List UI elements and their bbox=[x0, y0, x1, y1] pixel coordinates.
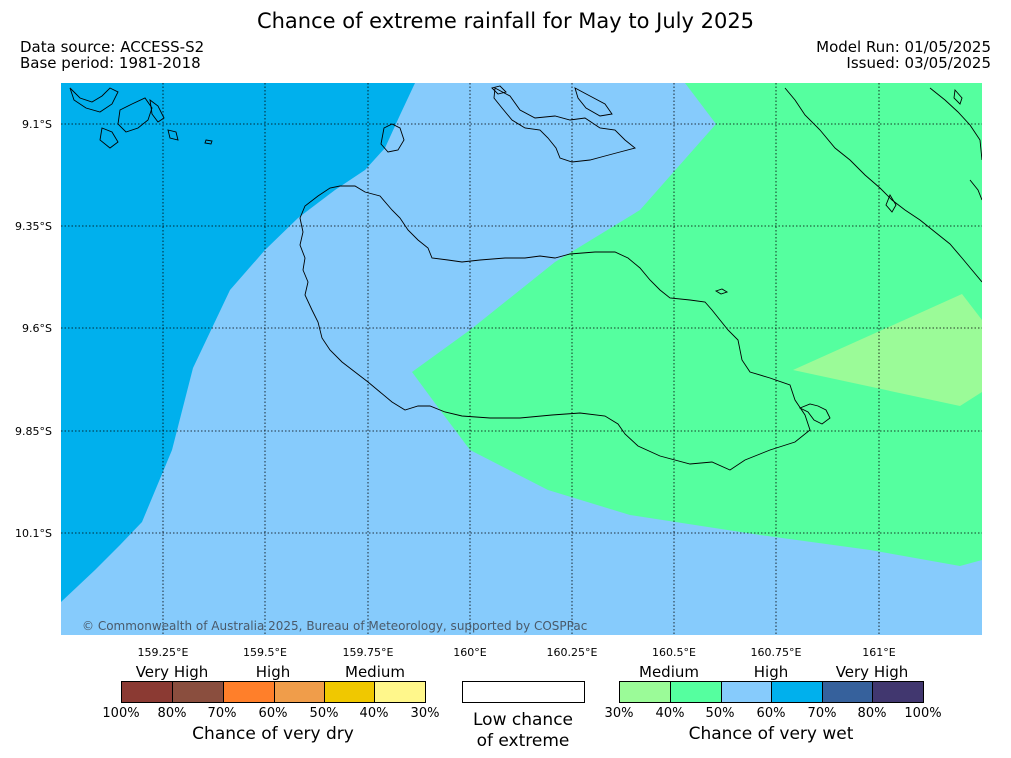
wet-swatch bbox=[771, 681, 823, 703]
wet-swatch bbox=[619, 681, 671, 703]
wet-tick: 30% bbox=[604, 706, 634, 721]
neutral-caption-line: of extreme bbox=[476, 731, 570, 751]
model-run-text: Model Run: 01/05/2025 bbox=[816, 38, 991, 56]
graticule bbox=[61, 83, 982, 635]
wet-caption: Chance of very wet bbox=[688, 724, 854, 744]
lon-label: 159.25°E bbox=[137, 646, 189, 659]
wet-tick: 40% bbox=[655, 706, 685, 721]
wet-swatch bbox=[670, 681, 722, 703]
dry-swatch bbox=[274, 681, 325, 703]
dry-tick: 100% bbox=[102, 706, 140, 721]
dry-tick: 70% bbox=[207, 706, 237, 721]
dry-category-label: Medium bbox=[345, 663, 405, 681]
wet-swatch bbox=[822, 681, 873, 703]
map-title: Chance of extreme rainfall for May to Ju… bbox=[256, 9, 755, 33]
lon-label: 160.75°E bbox=[750, 646, 802, 659]
lat-label: 9.35°S bbox=[15, 220, 52, 233]
dry-category-label: High bbox=[255, 663, 291, 681]
dry-tick: 80% bbox=[157, 706, 187, 721]
lon-label: 159.5°E bbox=[243, 646, 287, 659]
wet-tick: 60% bbox=[756, 706, 786, 721]
lat-label: 9.85°S bbox=[15, 425, 52, 438]
dry-swatch bbox=[223, 681, 275, 703]
dry-swatch bbox=[172, 681, 224, 703]
lon-label: 160.5°E bbox=[652, 646, 696, 659]
lon-label: 159.75°E bbox=[342, 646, 394, 659]
neutral-caption-line: Low chance bbox=[473, 710, 573, 730]
lon-label: 160°E bbox=[453, 646, 487, 659]
neutral-swatch bbox=[462, 681, 585, 703]
region-wet-40-50 bbox=[412, 83, 982, 566]
dry-swatch bbox=[374, 681, 426, 703]
base-period-text: Base period: 1981-2018 bbox=[20, 54, 201, 72]
dry-caption: Chance of very dry bbox=[192, 724, 354, 744]
wet-tick: 100% bbox=[904, 706, 942, 721]
lat-label: 10.1°S bbox=[15, 527, 52, 540]
dry-tick: 30% bbox=[410, 706, 440, 721]
lat-label: 9.6°S bbox=[22, 322, 52, 335]
lat-label: 9.1°S bbox=[22, 118, 52, 131]
coastline bbox=[69, 85, 982, 471]
wet-category-label: High bbox=[753, 663, 789, 681]
dry-tick: 60% bbox=[258, 706, 288, 721]
wet-swatch bbox=[872, 681, 924, 703]
wet-tick: 50% bbox=[705, 706, 735, 721]
neutral-caption: Low chance of extreme bbox=[443, 710, 603, 752]
issued-date-text: Issued: 03/05/2025 bbox=[846, 54, 991, 72]
wet-category-label: Very High bbox=[835, 663, 909, 681]
dry-swatch bbox=[121, 681, 173, 703]
dry-category-label: Very High bbox=[135, 663, 209, 681]
dry-swatch bbox=[324, 681, 375, 703]
wet-tick: 80% bbox=[857, 706, 887, 721]
copyright-text: © Commonwealth of Australia 2025, Bureau… bbox=[82, 619, 588, 633]
region-wet-60-70 bbox=[61, 83, 415, 602]
wet-swatch bbox=[721, 681, 772, 703]
region-wet-30-40 bbox=[793, 294, 982, 406]
dry-tick: 50% bbox=[309, 706, 339, 721]
data-source-text: Data source: ACCESS-S2 bbox=[20, 38, 205, 56]
wet-tick: 70% bbox=[807, 706, 837, 721]
wet-category-label: Medium bbox=[639, 663, 699, 681]
dry-tick: 40% bbox=[359, 706, 389, 721]
lon-label: 161°E bbox=[862, 646, 896, 659]
lon-label: 160.25°E bbox=[546, 646, 598, 659]
